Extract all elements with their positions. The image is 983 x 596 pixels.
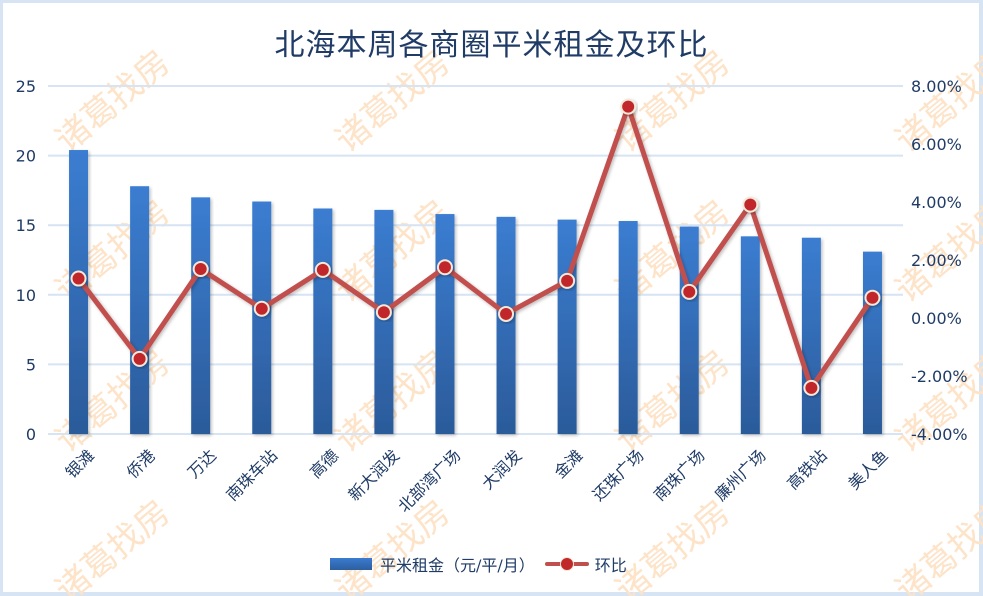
bar [496,216,516,434]
x-axis-label: 南珠车站 [222,446,281,505]
line-marker [803,379,820,396]
line-series [70,98,881,396]
watermark-text: 诸葛找房 [608,493,738,596]
x-axis-label: 高铁站 [783,446,830,493]
right-axis-tick: -2.00% [911,367,968,386]
watermark-text: 诸葛找房 [48,193,178,311]
right-axis-tick: 8.00% [911,77,962,96]
line-marker [742,196,759,213]
watermark-text: 诸葛找房 [48,343,178,461]
right-axis-tick: -4.00% [911,425,968,444]
bar [801,237,821,434]
bar [374,209,394,434]
bar [740,236,760,434]
line-marker [192,260,209,277]
line-marker [314,261,331,278]
right-axis-tick: 2.00% [911,251,962,270]
bar [313,208,333,434]
gridlines [48,85,903,435]
bar [252,201,272,434]
line-marker [864,289,881,306]
watermark-text: 诸葛找房 [888,493,983,596]
x-axis-label: 还珠广场 [589,446,648,505]
left-axis-tick: 0 [26,425,36,444]
right-axis: -4.00% -2.00% 0.00% 2.00% 4.00% 6.00% 8.00% [911,77,968,444]
legend-bar-label: 平米租金（元/平/月） [380,556,535,575]
bar [435,214,455,434]
watermark-text: 诸葛找房 [48,493,178,596]
x-axis-label: 万达 [184,446,220,482]
bar [130,186,150,434]
line-marker [436,259,453,276]
legend: 平米租金（元/平/月） 环比 [330,553,627,575]
left-axis-tick: 15 [16,216,36,235]
x-axis-label: 侨港 [123,446,159,482]
left-axis-tick: 10 [16,286,36,305]
bar [862,251,882,434]
right-axis-tick: 0.00% [911,309,962,328]
bar [69,150,89,435]
bar [557,219,577,434]
line-marker [253,300,270,317]
line-marker [70,270,87,287]
x-axis-label: 廉州广场 [711,446,770,505]
bar [618,221,638,434]
right-axis-tick: 6.00% [911,135,962,154]
bar [191,197,211,434]
x-axis-label: 高德 [306,446,342,482]
left-axis-tick: 25 [16,77,36,96]
x-axis-label: 金滩 [550,446,586,482]
line-marker [559,272,576,289]
legend-line-label: 环比 [594,556,627,575]
x-axis-label: 大润发 [478,446,525,493]
legend-line-swatch [544,557,589,571]
x-axis-label: 美人鱼 [844,446,891,493]
line-marker [131,350,148,367]
x-axis-label: 南珠广场 [650,446,709,505]
line-marker [498,305,515,322]
watermark-text: 诸葛找房 [328,493,458,596]
left-axis-tick: 20 [16,147,36,166]
line-marker [375,304,392,321]
left-axis-tick: 5 [26,355,36,374]
line-marker [681,283,698,300]
left-axis: 0 5 10 15 20 25 [16,77,36,444]
legend-bar-swatch [330,558,372,570]
right-axis-tick: 4.00% [911,193,962,212]
line-marker [620,98,637,115]
chart-title: 北海本周各商圈平米租金及环比 [274,28,709,63]
bar [679,226,699,434]
